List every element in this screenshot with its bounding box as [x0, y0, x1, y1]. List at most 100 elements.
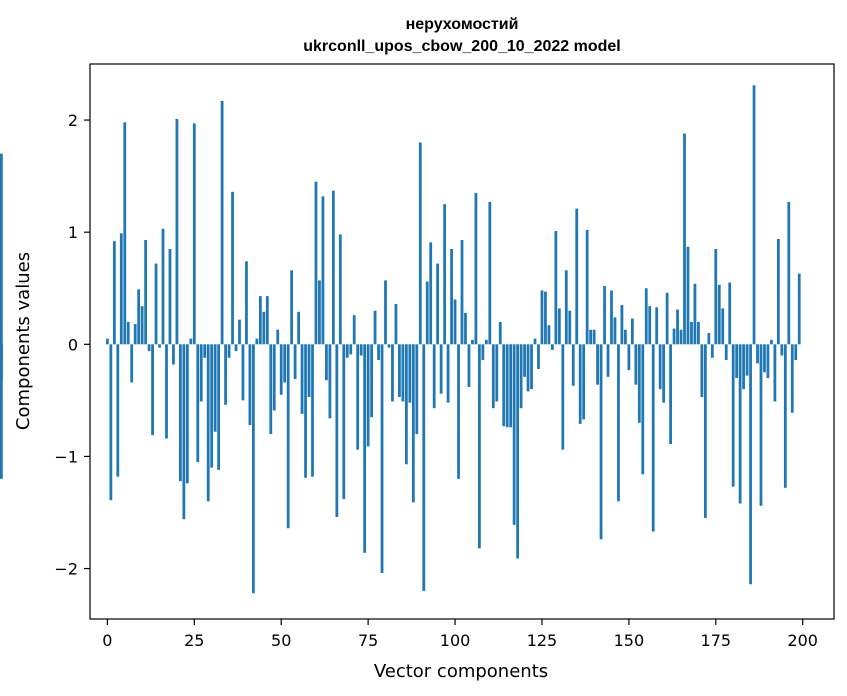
bar-34 [224, 344, 227, 405]
bar-14 [154, 263, 158, 345]
bar-35 [227, 344, 231, 358]
bar-97 [443, 204, 447, 345]
bar-10 [140, 306, 144, 345]
bar-88 [411, 344, 415, 503]
bar-22 [182, 344, 186, 520]
bar-113 [498, 321, 502, 345]
bar-79 [380, 344, 384, 574]
bar-75 [366, 344, 370, 447]
bar-180 [731, 344, 735, 487]
bar-187 [756, 344, 759, 364]
bar-99 [450, 249, 453, 345]
bar-77 [373, 310, 377, 345]
bar-165 [679, 329, 683, 345]
y-tick-label: 1 [68, 223, 78, 242]
bar-81 [387, 344, 391, 348]
bar-108 [481, 344, 485, 360]
bar-45 [262, 311, 266, 345]
bar-179 [728, 282, 732, 345]
bar-83 [394, 303, 398, 345]
bar-194 [780, 344, 784, 356]
x-tick-label: 150 [614, 631, 645, 650]
bar-49 [276, 329, 280, 345]
bar-0 [105, 338, 109, 345]
bar-117 [512, 344, 516, 525]
bar-82 [391, 344, 394, 402]
y-tick-label: 2 [68, 111, 78, 130]
bar-12 [147, 344, 151, 352]
bar-139 [589, 329, 593, 345]
bar-115 [505, 344, 509, 428]
bar-62 [321, 196, 325, 345]
bar-172 [703, 344, 707, 519]
bar-69 [345, 344, 349, 358]
bar-67 [338, 234, 342, 345]
bar-undefined [0, 344, 3, 378]
bar-158 [655, 307, 659, 345]
bar-176 [717, 284, 721, 345]
bar-125 [540, 290, 544, 345]
bar-23 [185, 344, 189, 484]
bar-107 [477, 344, 481, 549]
bar-68 [342, 344, 346, 500]
x-tick-label: 75 [358, 631, 378, 650]
bar-6 [126, 321, 130, 345]
bar-174 [710, 344, 714, 358]
bar-21 [179, 344, 182, 482]
bar-66 [335, 344, 339, 517]
bar-61 [318, 280, 321, 345]
x-tick-label: 200 [787, 631, 818, 650]
bar-162 [669, 344, 672, 445]
bar-178 [724, 344, 728, 360]
bar-143 [603, 286, 606, 345]
bar-114 [502, 344, 506, 427]
bar-74 [363, 344, 367, 553]
bar-164 [676, 309, 679, 345]
x-tick-label: 50 [271, 631, 291, 650]
bar-161 [665, 292, 669, 345]
bar-55 [297, 311, 300, 345]
bar-167 [686, 246, 690, 345]
bar-80 [384, 280, 387, 345]
bar-87 [408, 344, 412, 403]
bar-32 [217, 344, 221, 470]
bar-138 [585, 229, 589, 345]
bar-71 [352, 315, 356, 345]
bar-50 [279, 344, 283, 395]
bar-131 [561, 344, 565, 450]
plot-area-frame [89, 63, 835, 620]
bar-118 [516, 344, 520, 559]
bar-181 [735, 344, 739, 378]
bar-192 [773, 344, 777, 402]
bar-100 [453, 299, 457, 345]
bar-154 [641, 344, 645, 475]
x-axis-ticks: 0 25 50 75 100 125 150 175 200 [102, 619, 818, 650]
bar-112 [495, 344, 499, 402]
bar-177 [721, 308, 725, 345]
chart-title: нерухомостий [406, 16, 519, 33]
bar-129 [554, 231, 558, 345]
bar-93 [429, 242, 433, 345]
bar-101 [457, 344, 460, 479]
bar-36 [231, 191, 234, 345]
bar-124 [537, 344, 540, 369]
bar-54 [293, 344, 297, 380]
y-axis-label: Components values [13, 252, 34, 430]
bar-44 [258, 296, 262, 345]
bar-152 [634, 344, 638, 385]
bar-94 [432, 344, 436, 409]
bar-195 [783, 344, 787, 488]
bar-106 [474, 192, 478, 345]
bar-185 [749, 344, 752, 585]
bar-126 [544, 291, 547, 345]
bar-98 [446, 344, 450, 403]
bar-96 [439, 344, 443, 394]
bar-130 [557, 308, 561, 345]
bar-193 [776, 238, 780, 345]
bar-37 [234, 344, 238, 352]
bar-134 [571, 344, 575, 386]
bar-142 [599, 344, 603, 540]
bar-184 [745, 344, 749, 376]
bar-136 [578, 344, 582, 424]
